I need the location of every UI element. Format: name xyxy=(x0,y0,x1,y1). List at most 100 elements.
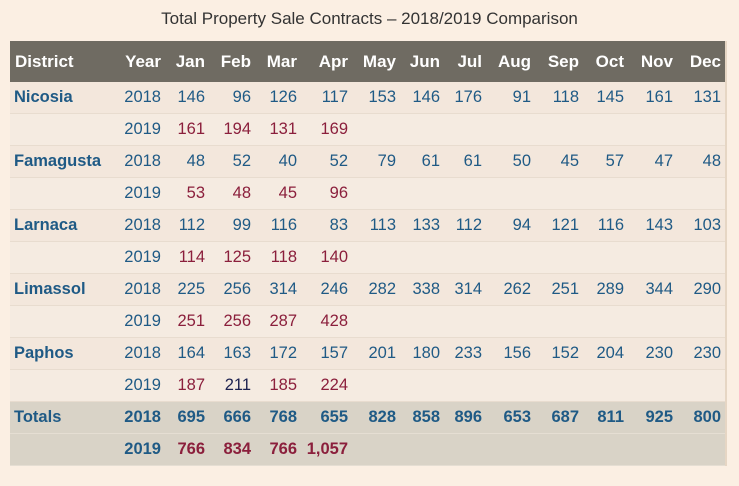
value-cell xyxy=(583,369,628,402)
value-cell: 246 xyxy=(301,273,352,306)
value-cell: 146 xyxy=(400,82,444,114)
value-cell xyxy=(444,241,486,274)
table-title: Total Property Sale Contracts – 2018/201… xyxy=(161,9,578,28)
value-cell xyxy=(352,369,400,402)
value-cell: 96 xyxy=(209,82,255,114)
value-cell: 40 xyxy=(255,145,301,178)
value-cell xyxy=(583,113,628,146)
value-cell: 653 xyxy=(486,401,535,434)
value-cell xyxy=(486,433,535,466)
table-row: 2019 187 211 185 224 xyxy=(10,369,726,402)
value-cell xyxy=(352,241,400,274)
value-cell: 131 xyxy=(677,82,726,114)
value-cell xyxy=(444,369,486,402)
district-cell xyxy=(10,241,115,274)
year-cell: 2018 xyxy=(115,401,165,434)
year-cell: 2018 xyxy=(115,145,165,178)
value-cell: 113 xyxy=(352,209,400,242)
value-cell: 314 xyxy=(255,273,301,306)
value-cell xyxy=(535,305,583,338)
value-cell xyxy=(400,241,444,274)
value-cell: 52 xyxy=(209,145,255,178)
district-cell: Nicosia xyxy=(10,82,115,114)
value-cell: 230 xyxy=(628,337,677,370)
value-cell xyxy=(583,241,628,274)
value-cell xyxy=(583,305,628,338)
district-cell xyxy=(10,369,115,402)
value-cell: 800 xyxy=(677,401,726,434)
value-cell: 99 xyxy=(209,209,255,242)
value-cell xyxy=(677,369,726,402)
value-cell: 45 xyxy=(535,145,583,178)
table-row: 2019 53 48 45 96 xyxy=(10,177,726,210)
value-cell: 94 xyxy=(486,209,535,242)
table-row: Famagusta 2018 48 52 40 52 79 61 61 50 45 57 47 48 xyxy=(10,145,726,178)
value-cell xyxy=(352,305,400,338)
year-cell: 2019 xyxy=(115,305,165,338)
value-cell: 146 xyxy=(165,82,209,114)
value-cell: 687 xyxy=(535,401,583,434)
table-row: 2019 114 125 118 140 xyxy=(10,241,726,274)
value-cell xyxy=(677,113,726,146)
value-cell xyxy=(628,305,677,338)
value-cell xyxy=(400,433,444,466)
value-cell xyxy=(486,241,535,274)
value-cell: 48 xyxy=(209,177,255,210)
value-cell: 925 xyxy=(628,401,677,434)
district-cell xyxy=(10,177,115,210)
value-cell xyxy=(352,177,400,210)
value-cell xyxy=(444,113,486,146)
value-cell: 180 xyxy=(400,337,444,370)
value-cell: 116 xyxy=(255,209,301,242)
value-cell: 428 xyxy=(301,305,352,338)
value-cell: 344 xyxy=(628,273,677,306)
value-cell: 79 xyxy=(352,145,400,178)
value-cell: 858 xyxy=(400,401,444,434)
value-cell: 262 xyxy=(486,273,535,306)
year-cell: 2019 xyxy=(115,241,165,274)
value-cell: 145 xyxy=(583,82,628,114)
value-cell: 47 xyxy=(628,145,677,178)
value-cell: 91 xyxy=(486,82,535,114)
value-cell xyxy=(400,305,444,338)
value-cell: 48 xyxy=(677,145,726,178)
value-cell xyxy=(400,113,444,146)
value-cell: 157 xyxy=(301,337,352,370)
value-cell: 48 xyxy=(165,145,209,178)
value-cell: 224 xyxy=(301,369,352,402)
value-cell xyxy=(628,177,677,210)
value-cell: 126 xyxy=(255,82,301,114)
value-cell: 194 xyxy=(209,113,255,146)
property-sales-table: District Year Jan Feb Mar Apr May Jun Jul Aug Sep O… xyxy=(10,41,727,466)
value-cell: 655 xyxy=(301,401,352,434)
value-cell xyxy=(535,113,583,146)
value-cell xyxy=(535,177,583,210)
value-cell: 118 xyxy=(535,82,583,114)
value-cell xyxy=(535,369,583,402)
value-cell xyxy=(628,113,677,146)
value-cell xyxy=(444,433,486,466)
value-cell: 133 xyxy=(400,209,444,242)
totals-row: 2019 766 834 766 1,057 xyxy=(10,433,726,466)
column-header-district: District xyxy=(10,41,115,82)
year-cell: 2019 xyxy=(115,369,165,402)
value-cell xyxy=(535,433,583,466)
year-cell: 2018 xyxy=(115,209,165,242)
column-header-apr: Apr xyxy=(301,41,352,82)
value-cell: 164 xyxy=(165,337,209,370)
value-cell: 828 xyxy=(352,401,400,434)
value-cell xyxy=(677,177,726,210)
year-cell: 2019 xyxy=(115,433,165,466)
value-cell: 695 xyxy=(165,401,209,434)
value-cell: 156 xyxy=(486,337,535,370)
value-cell: 112 xyxy=(444,209,486,242)
value-cell xyxy=(628,369,677,402)
table-row: Paphos 2018 164 163 172 157 201 180 233 156 152 204… xyxy=(10,337,726,370)
totals-row: Totals 2018 695 666 768 655 828 858 896 653 687 811… xyxy=(10,401,726,434)
column-header-feb: Feb xyxy=(209,41,255,82)
value-cell: 176 xyxy=(444,82,486,114)
column-header-aug: Aug xyxy=(486,41,535,82)
district-cell: Famagusta xyxy=(10,145,115,178)
value-cell: 125 xyxy=(209,241,255,274)
value-cell xyxy=(352,433,400,466)
